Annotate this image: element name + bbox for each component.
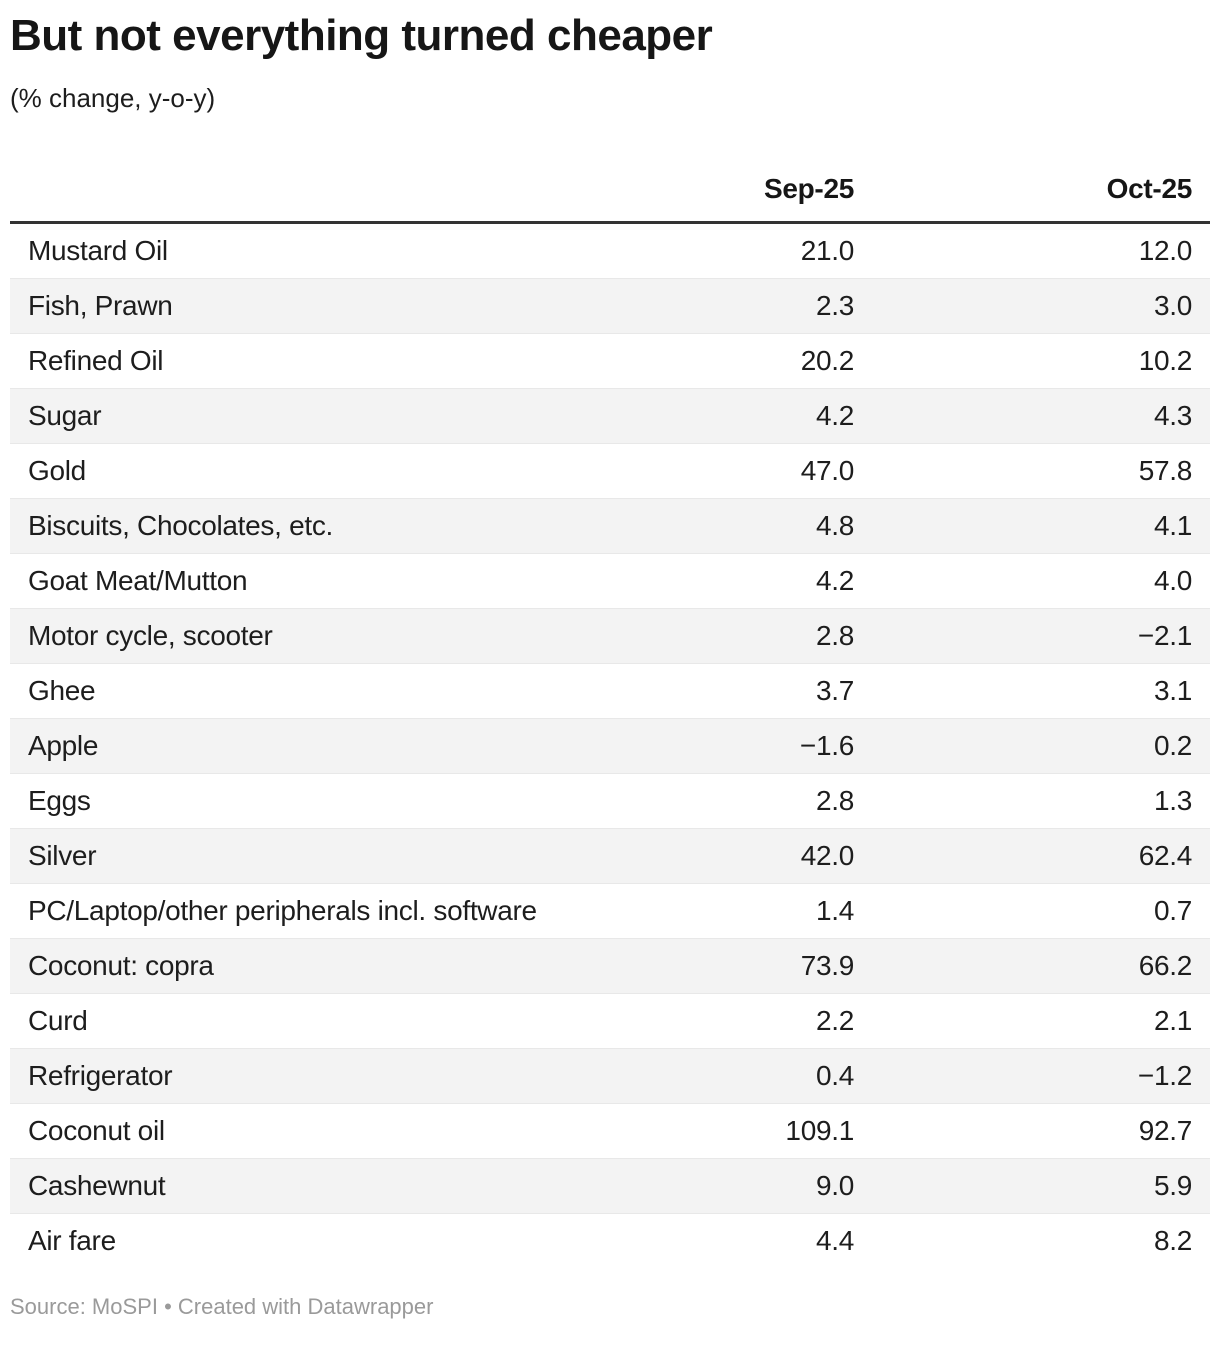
row-label: Coconut oil	[10, 1103, 570, 1159]
header-row: Sep-25 Oct-25	[10, 132, 1210, 225]
footer: Source: MoSPI • Created with Datawrapper	[10, 1294, 1210, 1320]
row-label: Goat Meat/Mutton	[10, 553, 570, 609]
oct-value: 4.3	[872, 388, 1210, 444]
oct-value: 0.7	[872, 883, 1210, 939]
sep-value: 0.4	[570, 1048, 872, 1104]
table-row: Coconut oil 109.1 92.7	[10, 1103, 1210, 1159]
sep-value: 20.2	[570, 333, 872, 389]
table-row: Refrigerator 0.4 −1.2	[10, 1048, 1210, 1104]
row-label: PC/Laptop/other peripherals incl. softwa…	[10, 883, 570, 939]
table-row: Gold 47.0 57.8	[10, 443, 1210, 499]
source-label: Source: MoSPI	[10, 1294, 158, 1320]
row-label: Silver	[10, 828, 570, 884]
row-label: Gold	[10, 443, 570, 499]
column-header-oct25: Oct-25	[872, 132, 1210, 225]
table-row: Air fare 4.4 8.2	[10, 1213, 1210, 1269]
row-label: Refined Oil	[10, 333, 570, 389]
column-header-item	[10, 132, 570, 225]
datawrapper-table-chart: But not everything turned cheaper (% cha…	[0, 10, 1220, 1320]
row-label: Apple	[10, 718, 570, 774]
row-label: Refrigerator	[10, 1048, 570, 1104]
oct-value: 92.7	[872, 1103, 1210, 1159]
table-row: Sugar 4.2 4.3	[10, 388, 1210, 444]
data-table: Sep-25 Oct-25 Mustard Oil 21.0 12.0 Fish…	[10, 132, 1210, 1269]
table-row: Ghee 3.7 3.1	[10, 663, 1210, 719]
row-label: Eggs	[10, 773, 570, 829]
table-row: Cashewnut 9.0 5.9	[10, 1158, 1210, 1214]
datawrapper-attribution-link[interactable]: Created with Datawrapper	[177, 1294, 434, 1320]
sep-value: 2.3	[570, 278, 872, 334]
sep-value: 109.1	[570, 1103, 872, 1159]
row-label: Cashewnut	[10, 1158, 570, 1214]
table-header: Sep-25 Oct-25	[10, 132, 1210, 225]
table-row: Coconut: copra 73.9 66.2	[10, 938, 1210, 994]
oct-value: 57.8	[872, 443, 1210, 499]
oct-value: 12.0	[1138, 235, 1193, 267]
oct-value: 4.1	[872, 498, 1210, 554]
footer-separator: •	[157, 1294, 178, 1320]
sep-value: 3.7	[570, 663, 872, 719]
oct-value: 62.4	[872, 828, 1210, 884]
row-label: Mustard Oil	[28, 235, 168, 267]
sep-value: 21.0	[800, 235, 855, 267]
sep-value: 42.0	[570, 828, 872, 884]
row-label: Sugar	[10, 388, 570, 444]
oct-value: 3.0	[872, 278, 1210, 334]
row-label: Curd	[10, 993, 570, 1049]
table-row: Curd 2.2 2.1	[10, 993, 1210, 1049]
oct-value: 0.2	[872, 718, 1210, 774]
sep-value: 1.4	[570, 883, 872, 939]
table-row: Biscuits, Chocolates, etc. 4.8 4.1	[10, 498, 1210, 554]
table-row: Refined Oil 20.2 10.2	[10, 333, 1210, 389]
row-label: Motor cycle, scooter	[10, 608, 570, 664]
sep-value: 4.2	[570, 388, 872, 444]
sep-value: 4.8	[570, 498, 872, 554]
sep-value: 2.8	[570, 773, 872, 829]
table-row: Apple −1.6 0.2	[10, 718, 1210, 774]
table-row: Mustard Oil 21.0 12.0	[10, 223, 1210, 279]
row-label: Fish, Prawn	[10, 278, 570, 334]
row-label: Coconut: copra	[10, 938, 570, 994]
oct-value: 66.2	[872, 938, 1210, 994]
oct-value: 2.1	[872, 993, 1210, 1049]
sep-value: 4.2	[570, 553, 872, 609]
table-row: Goat Meat/Mutton 4.2 4.0	[10, 553, 1210, 609]
sep-value: 2.2	[570, 993, 872, 1049]
oct-value: −2.1	[872, 608, 1210, 664]
oct-value: 3.1	[872, 663, 1210, 719]
oct-value: −1.2	[872, 1048, 1210, 1104]
table-row: Motor cycle, scooter 2.8 −2.1	[10, 608, 1210, 664]
sep-value: −1.6	[570, 718, 872, 774]
chart-subtitle: (% change, y-o-y)	[10, 83, 216, 114]
sep-value: 2.8	[570, 608, 872, 664]
sep-value: 9.0	[570, 1158, 872, 1214]
sep-value: 47.0	[570, 443, 872, 499]
table-body: Mustard Oil 21.0 12.0 Fish, Prawn 2.3 3.…	[10, 223, 1210, 1269]
oct-value: 1.3	[872, 773, 1210, 829]
chart-title: But not everything turned cheaper	[10, 11, 713, 60]
row-label: Biscuits, Chocolates, etc.	[10, 498, 570, 554]
table-row: Silver 42.0 62.4	[10, 828, 1210, 884]
sep-value: 73.9	[570, 938, 872, 994]
row-label: Air fare	[10, 1213, 570, 1269]
column-header-sep25: Sep-25	[570, 132, 872, 225]
table-row: Eggs 2.8 1.3	[10, 773, 1210, 829]
table-row: PC/Laptop/other peripherals incl. softwa…	[10, 883, 1210, 939]
oct-value: 4.0	[872, 553, 1210, 609]
oct-value: 5.9	[872, 1158, 1210, 1214]
oct-value: 8.2	[872, 1213, 1210, 1269]
sep-value: 4.4	[570, 1213, 872, 1269]
table-row: Fish, Prawn 2.3 3.0	[10, 278, 1210, 334]
row-label: Ghee	[10, 663, 570, 719]
oct-value: 10.2	[872, 333, 1210, 389]
